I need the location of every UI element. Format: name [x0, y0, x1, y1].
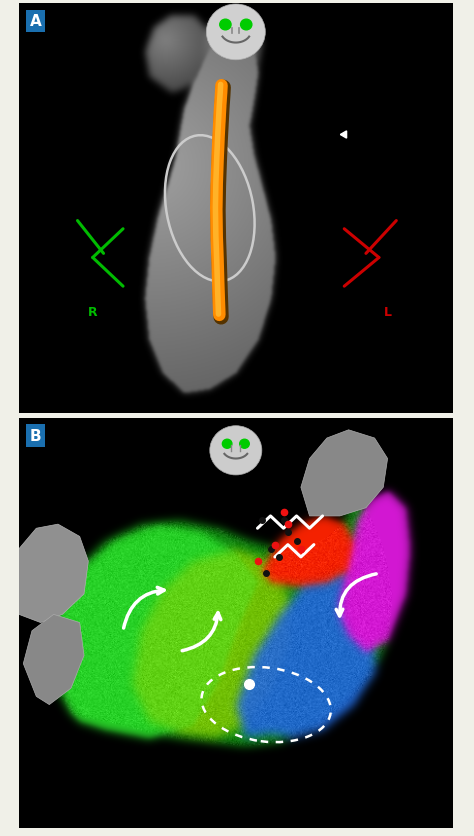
- Polygon shape: [23, 614, 84, 705]
- Text: A: A: [30, 14, 42, 29]
- Circle shape: [240, 440, 249, 449]
- Polygon shape: [301, 431, 388, 517]
- Text: B: B: [30, 428, 41, 443]
- Polygon shape: [10, 524, 88, 623]
- Circle shape: [222, 440, 232, 449]
- Text: L: L: [383, 305, 392, 319]
- Circle shape: [241, 20, 252, 31]
- Text: R: R: [88, 305, 98, 319]
- Circle shape: [206, 5, 265, 61]
- Circle shape: [210, 426, 262, 476]
- Circle shape: [220, 20, 231, 31]
